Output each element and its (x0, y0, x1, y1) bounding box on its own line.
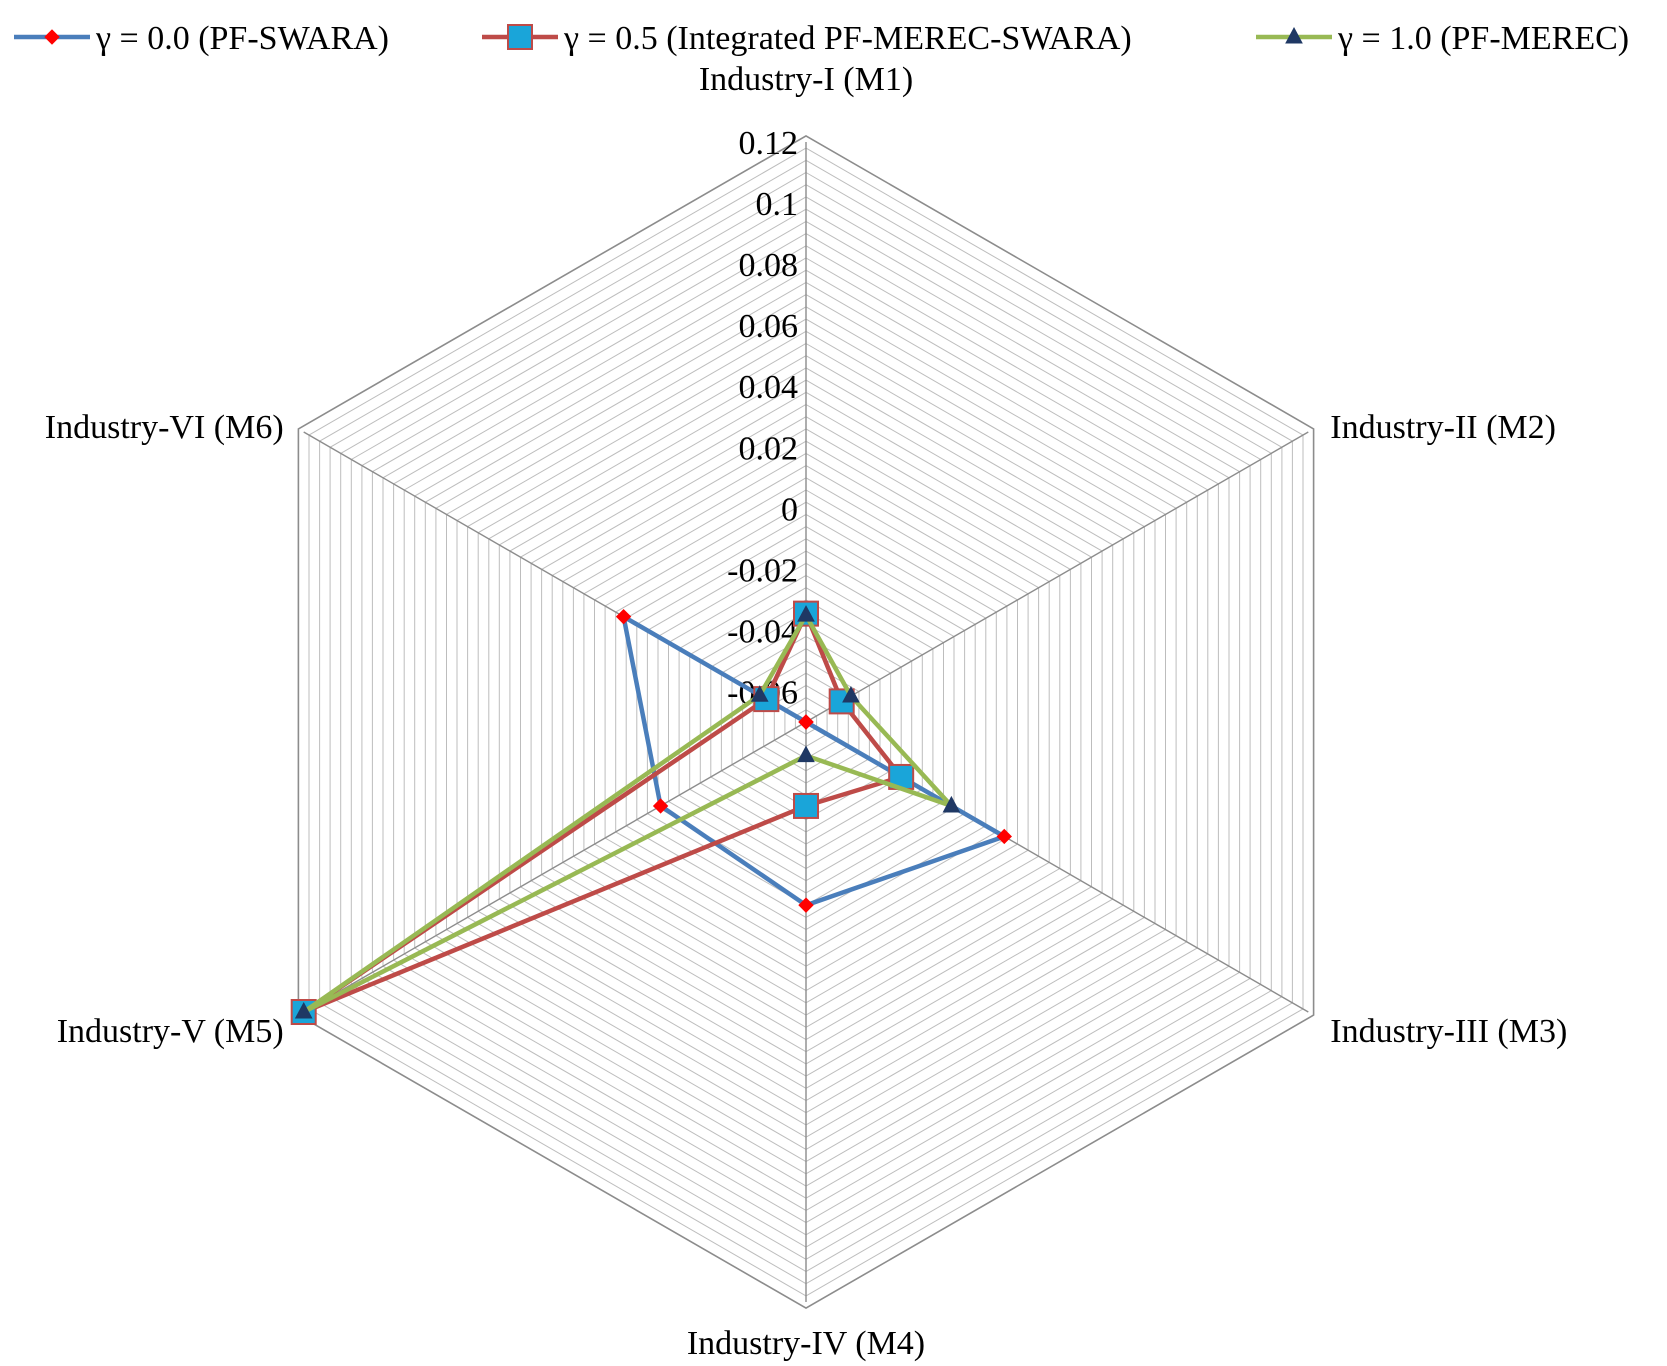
tick-label: -0.02 (727, 552, 798, 589)
spoke-line (805, 431, 1309, 723)
data-point-marker (615, 608, 632, 625)
data-point-marker (798, 897, 814, 913)
grid-ring (297, 134, 1315, 1310)
legend-item: γ = 0.5 (Integrated PF-MEREC-SWARA) (482, 20, 1132, 57)
series-line (301, 612, 954, 1015)
category-label: Industry-II (M2) (1330, 409, 1556, 446)
data-point-marker (750, 685, 769, 702)
data-point-marker (942, 795, 961, 813)
data-point-marker (797, 745, 815, 763)
data-point-marker (294, 1001, 313, 1019)
tick-label: 0.1 (756, 186, 799, 223)
tick-label: 0.02 (739, 430, 799, 467)
series-1 (615, 608, 1012, 913)
data-point-marker (507, 24, 533, 50)
legend-item: γ = 1.0 (PF-MEREC) (1256, 20, 1629, 57)
category-label: Industry-I (M1) (699, 61, 913, 98)
series-2 (290, 600, 915, 1025)
data-point-marker (842, 685, 860, 703)
data-point-marker (1285, 26, 1303, 44)
category-label: Industry-IV (M4) (687, 1325, 925, 1362)
data-point-marker (652, 798, 669, 814)
legend-item: γ = 0.0 (PF-SWARA) (14, 20, 389, 57)
series-3 (294, 605, 961, 1019)
data-point-marker (797, 605, 815, 622)
tick-label: 0.04 (739, 369, 799, 406)
spoke-line (303, 721, 807, 1013)
category-labels: Industry-I (M1) Industry-II (M2) Industry-… (45, 61, 1568, 1362)
tick-label: -0.04 (727, 613, 798, 650)
data-point-marker (798, 714, 814, 730)
series-line (621, 614, 1007, 908)
legend-label: γ = 1.0 (PF-MEREC) (1337, 20, 1629, 57)
legend: γ = 0.0 (PF-SWARA) γ = 0.5 (Integrated PF… (14, 20, 1629, 57)
tick-label: 0.12 (739, 125, 799, 162)
data-point-marker (996, 828, 1012, 845)
tick-label: 0.06 (739, 308, 799, 345)
legend-label: γ = 0.0 (PF-SWARA) (95, 20, 389, 57)
category-label: Industry-VI (M6) (45, 409, 284, 446)
tick-label: 0 (781, 491, 798, 528)
data-point-marker (793, 792, 819, 819)
category-label: Industry-III (M3) (1330, 1013, 1567, 1050)
series-group (290, 600, 1012, 1025)
category-label: Industry-V (M5) (57, 1013, 284, 1050)
data-point-marker (44, 29, 60, 45)
radial-tick-labels: 0.120.10.080.060.040.020-0.02-0.04-0.06 (727, 125, 798, 712)
legend-label: γ = 0.5 (Integrated PF-MEREC-SWARA) (563, 20, 1132, 57)
tick-label: 0.08 (739, 247, 799, 284)
